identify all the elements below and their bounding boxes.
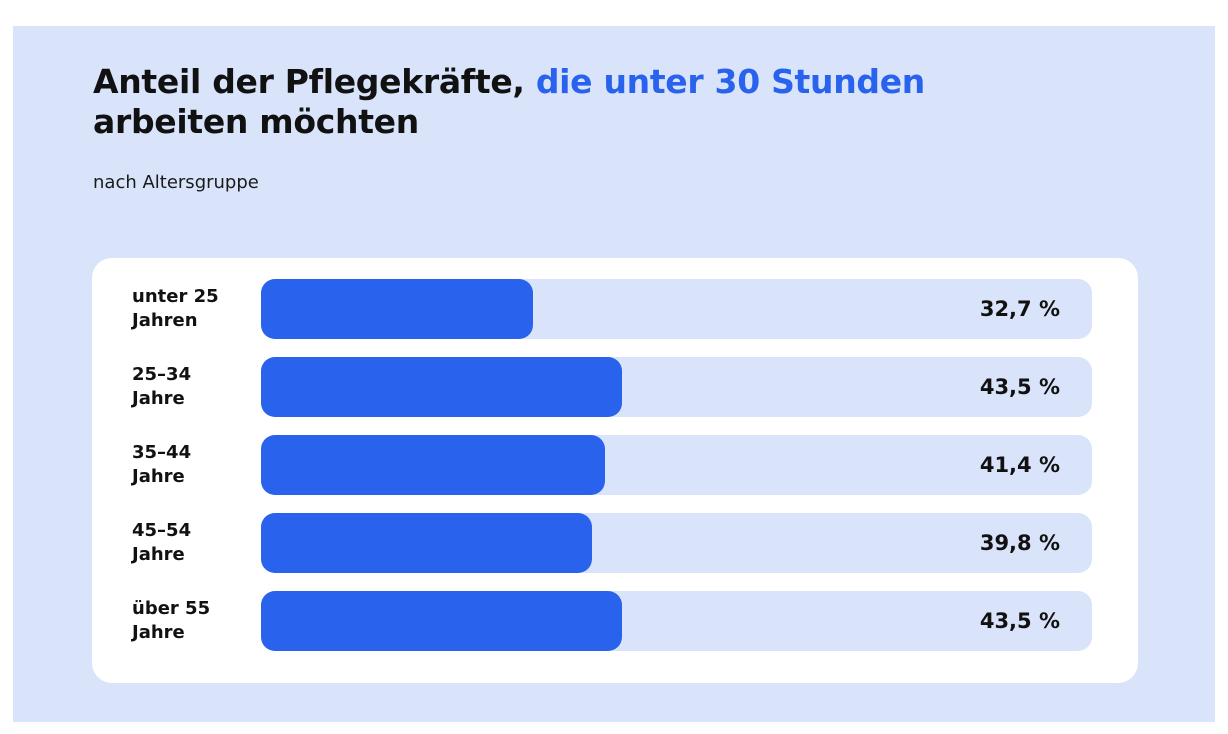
title-part-1: Anteil der Pflegekräfte, [93,62,536,101]
category-label-line: 25–34 [132,364,192,385]
bar [261,591,623,651]
category-label: 35–44 Jahre [132,441,252,489]
category-label: 25–34 Jahre [132,363,252,411]
bar-value-label: 43,5 % [979,609,1060,633]
bar-track: 39,8 % [261,513,1092,573]
bar-track: 32,7 % [261,279,1092,339]
category-label-line: Jahre [132,466,185,487]
category-label-line: Jahren [132,310,198,331]
category-label: über 55 Jahre [132,597,252,645]
category-label-line: Jahre [132,544,185,565]
chart-title: Anteil der Pflegekräfte, die unter 30 St… [93,62,1093,142]
category-label: unter 25 Jahren [132,285,252,333]
bar-track: 43,5 % [261,591,1092,651]
category-label-line: Jahre [132,622,185,643]
bar [261,279,533,339]
bar-chart-card: unter 25 Jahren 32,7 % 25–34 Jahre 43,5 % 35–4… [92,258,1138,683]
bar-value-label: 39,8 % [979,531,1060,555]
bar-value-label: 32,7 % [979,297,1060,321]
bar-value-label: 43,5 % [979,375,1060,399]
category-label-line: Jahre [132,388,185,409]
title-part-2: arbeiten möchten [93,102,419,141]
chart-subtitle: nach Altersgruppe [93,172,259,193]
bar-value-label: 41,4 % [979,453,1060,477]
bar [261,435,606,495]
category-label-line: unter 25 [132,286,219,307]
bar-track: 41,4 % [261,435,1092,495]
chart-panel: Anteil der Pflegekräfte, die unter 30 St… [13,26,1215,722]
bar-track: 43,5 % [261,357,1092,417]
category-label-line: 35–44 [132,442,192,463]
bar [261,357,623,417]
category-label-line: 45–54 [132,520,192,541]
category-label-line: über 55 [132,598,211,619]
title-highlight: die unter 30 Stunden [535,62,925,101]
category-label: 45–54 Jahre [132,519,252,567]
bar [261,513,592,573]
